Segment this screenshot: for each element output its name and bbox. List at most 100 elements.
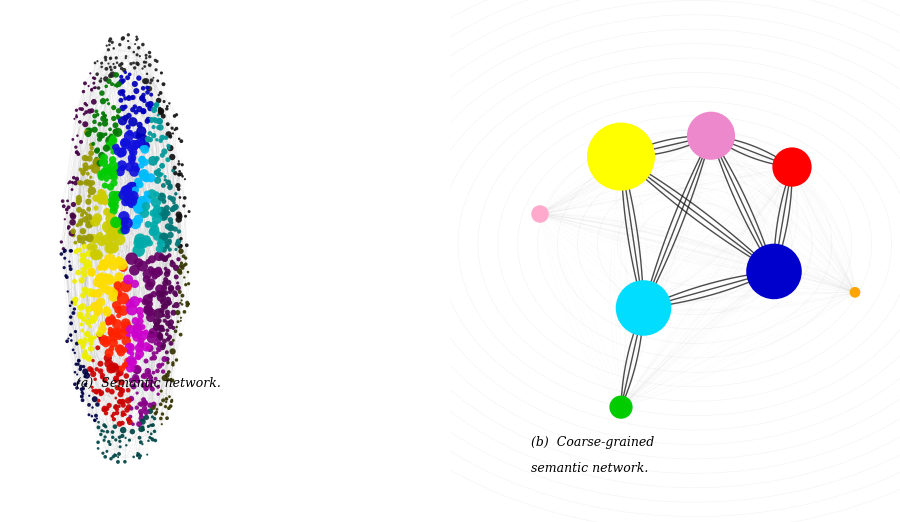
Point (77, 165, 92, 173)
Point (152, 166, 166, 174)
Point (145, 421, 159, 430)
Point (96, 406, 111, 414)
Point (155, 420, 169, 429)
Point (112, 80, 126, 88)
Point (94, 373, 109, 382)
Point (104, 325, 118, 334)
Point (158, 302, 172, 311)
Point (139, 328, 153, 337)
Point (109, 402, 123, 411)
Point (134, 239, 148, 247)
Point (87, 74, 102, 82)
Point (162, 251, 176, 259)
Point (160, 253, 175, 261)
Point (110, 320, 124, 328)
Point (69, 113, 84, 121)
Point (159, 299, 174, 307)
Point (158, 254, 172, 263)
Point (87, 395, 102, 404)
Point (60, 197, 75, 205)
Point (104, 365, 118, 373)
Point (76, 256, 90, 265)
Point (125, 350, 140, 358)
Point (155, 170, 169, 179)
Point (82, 213, 96, 221)
Point (84, 220, 98, 228)
Point (157, 212, 171, 221)
Point (96, 109, 111, 117)
Point (140, 189, 154, 198)
Point (90, 147, 104, 155)
Point (86, 98, 101, 106)
Point (130, 177, 145, 186)
Point (59, 209, 74, 217)
Point (90, 309, 104, 317)
Point (100, 41, 114, 50)
Point (135, 440, 149, 448)
Point (94, 360, 108, 368)
Point (101, 354, 115, 362)
Point (161, 375, 176, 384)
Text: (b)  Coarse-grained: (b) Coarse-grained (531, 436, 654, 449)
Point (99, 409, 113, 418)
Point (130, 35, 145, 43)
Point (75, 276, 89, 284)
Point (145, 334, 159, 342)
Point (124, 395, 139, 403)
Point (78, 381, 93, 389)
Point (166, 260, 180, 268)
Point (119, 187, 133, 195)
Point (166, 195, 180, 204)
Point (148, 226, 162, 234)
Point (145, 413, 159, 421)
Point (110, 278, 124, 286)
Point (144, 279, 158, 287)
Point (118, 217, 132, 225)
Point (106, 289, 121, 298)
Point (61, 179, 76, 187)
Point (122, 70, 137, 78)
Point (134, 425, 148, 433)
Point (178, 212, 193, 220)
Point (122, 132, 136, 140)
Point (56, 197, 70, 205)
Point (157, 197, 171, 206)
Point (156, 360, 170, 369)
Point (66, 212, 80, 221)
Point (90, 146, 104, 154)
Point (67, 173, 81, 182)
Point (153, 117, 167, 125)
Point (66, 211, 80, 219)
Point (100, 447, 114, 456)
Point (82, 401, 96, 409)
Point (76, 291, 90, 300)
Point (98, 158, 112, 166)
Point (91, 423, 105, 432)
Point (147, 400, 161, 409)
Point (124, 157, 139, 165)
Point (168, 203, 183, 211)
Point (108, 63, 122, 72)
Point (155, 291, 169, 299)
Point (126, 59, 140, 67)
Point (136, 40, 150, 49)
Point (172, 216, 186, 224)
Point (104, 329, 119, 337)
Point (82, 354, 96, 363)
Point (121, 386, 135, 395)
Point (161, 130, 176, 138)
Point (64, 331, 78, 340)
Point (175, 161, 189, 169)
Point (124, 357, 139, 365)
Point (154, 400, 168, 409)
Point (134, 408, 148, 416)
Point (144, 313, 158, 322)
Point (81, 170, 95, 178)
Point (121, 357, 135, 365)
Point (73, 179, 87, 187)
Point (112, 61, 127, 69)
Point (167, 112, 182, 120)
Point (94, 281, 108, 290)
Point (85, 334, 99, 342)
Point (139, 408, 153, 416)
